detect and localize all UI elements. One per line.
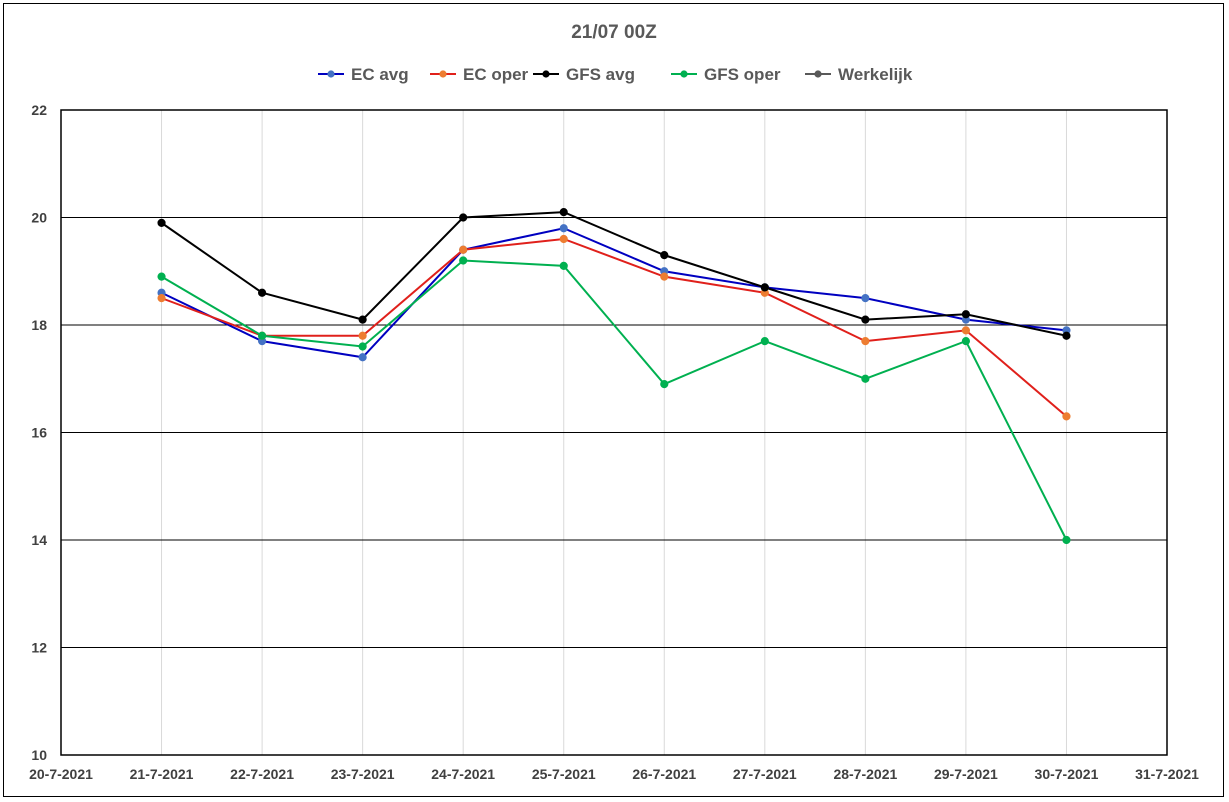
data-point: [459, 245, 468, 254]
data-point: [861, 374, 870, 383]
legend-marker: [680, 70, 688, 78]
data-point: [459, 213, 468, 222]
series-ec-oper: [157, 234, 1071, 421]
x-tick-label: 31-7-2021: [1135, 766, 1199, 782]
x-tick-label: 28-7-2021: [833, 766, 897, 782]
data-point: [861, 337, 870, 346]
x-tick-label: 26-7-2021: [632, 766, 696, 782]
data-point: [157, 272, 166, 281]
data-point: [358, 342, 367, 351]
data-point: [1062, 535, 1071, 545]
data-point: [1062, 331, 1071, 340]
y-tick-label: 18: [31, 317, 47, 333]
data-point: [358, 331, 367, 340]
data-point: [660, 380, 669, 389]
data-point: [1062, 412, 1071, 421]
x-tick-label: 24-7-2021: [431, 766, 495, 782]
data-point: [861, 294, 870, 303]
x-tick-label: 25-7-2021: [532, 766, 596, 782]
data-point: [961, 326, 971, 335]
data-point: [961, 337, 971, 346]
legend-marker: [327, 70, 335, 78]
legend-label: EC avg: [351, 65, 409, 84]
data-point: [358, 315, 367, 324]
data-point: [257, 331, 267, 340]
data-point: [660, 272, 669, 281]
data-point: [559, 208, 568, 217]
data-point: [961, 310, 971, 319]
chart-title: 21/07 00Z: [571, 22, 657, 43]
data-point: [459, 256, 468, 265]
series-ec-avg: [157, 224, 1071, 362]
legend-marker: [814, 70, 822, 78]
series-line: [161, 227, 1067, 359]
x-tick-label: 21-7-2021: [130, 766, 194, 782]
x-tick-label: 29-7-2021: [934, 766, 998, 782]
data-point: [861, 315, 870, 324]
data-point: [559, 224, 568, 233]
data-point: [559, 261, 568, 270]
x-tick-label: 27-7-2021: [733, 766, 797, 782]
legend-label: GFS oper: [704, 65, 781, 84]
grid: [61, 109, 1167, 756]
x-tick-label: 20-7-2021: [29, 766, 93, 782]
data-point: [559, 234, 568, 244]
y-tick-label: 22: [31, 102, 47, 118]
data-point: [760, 337, 769, 346]
legend-item: Werkelijk: [805, 65, 913, 84]
legend-item: EC avg: [318, 65, 409, 84]
y-tick-label: 20: [31, 210, 47, 226]
data-point: [257, 288, 267, 297]
y-tick-label: 10: [31, 747, 47, 763]
x-tick-label: 30-7-2021: [1035, 766, 1099, 782]
legend-label: Werkelijk: [838, 65, 913, 84]
x-tick-label: 22-7-2021: [230, 766, 294, 782]
y-tick-label: 16: [31, 425, 47, 441]
legend-item: EC oper: [430, 65, 529, 84]
y-tick-label: 12: [31, 640, 47, 656]
legend: EC avg EC oper GFS avg GFS oper Werkelijk: [318, 65, 913, 84]
data-point: [157, 218, 166, 227]
legend-label: GFS avg: [566, 65, 635, 84]
series-line: [160, 211, 1067, 337]
series-line: [161, 259, 1068, 541]
data-point: [760, 283, 769, 292]
x-tick-label: 23-7-2021: [331, 766, 395, 782]
legend-item: GFS avg: [533, 65, 635, 84]
axes: 10 12 14 16 18 20 22 20-7-2021 21-7-2021 22-7-202…: [29, 102, 1199, 782]
legend-label: EC oper: [463, 65, 529, 84]
legend-marker: [542, 70, 550, 78]
legend-item: GFS oper: [671, 65, 781, 84]
legend-marker: [439, 70, 447, 78]
data-point: [660, 251, 669, 260]
chart-frame: [3, 3, 1224, 797]
series-gfs-oper: [157, 256, 1071, 545]
series-line: [161, 237, 1068, 418]
series-layer: [157, 208, 1071, 545]
y-tick-label: 14: [31, 532, 47, 548]
data-point: [358, 353, 367, 362]
plot-area: [60, 109, 1168, 756]
series-gfs-avg: [157, 208, 1071, 340]
data-point: [157, 294, 166, 303]
